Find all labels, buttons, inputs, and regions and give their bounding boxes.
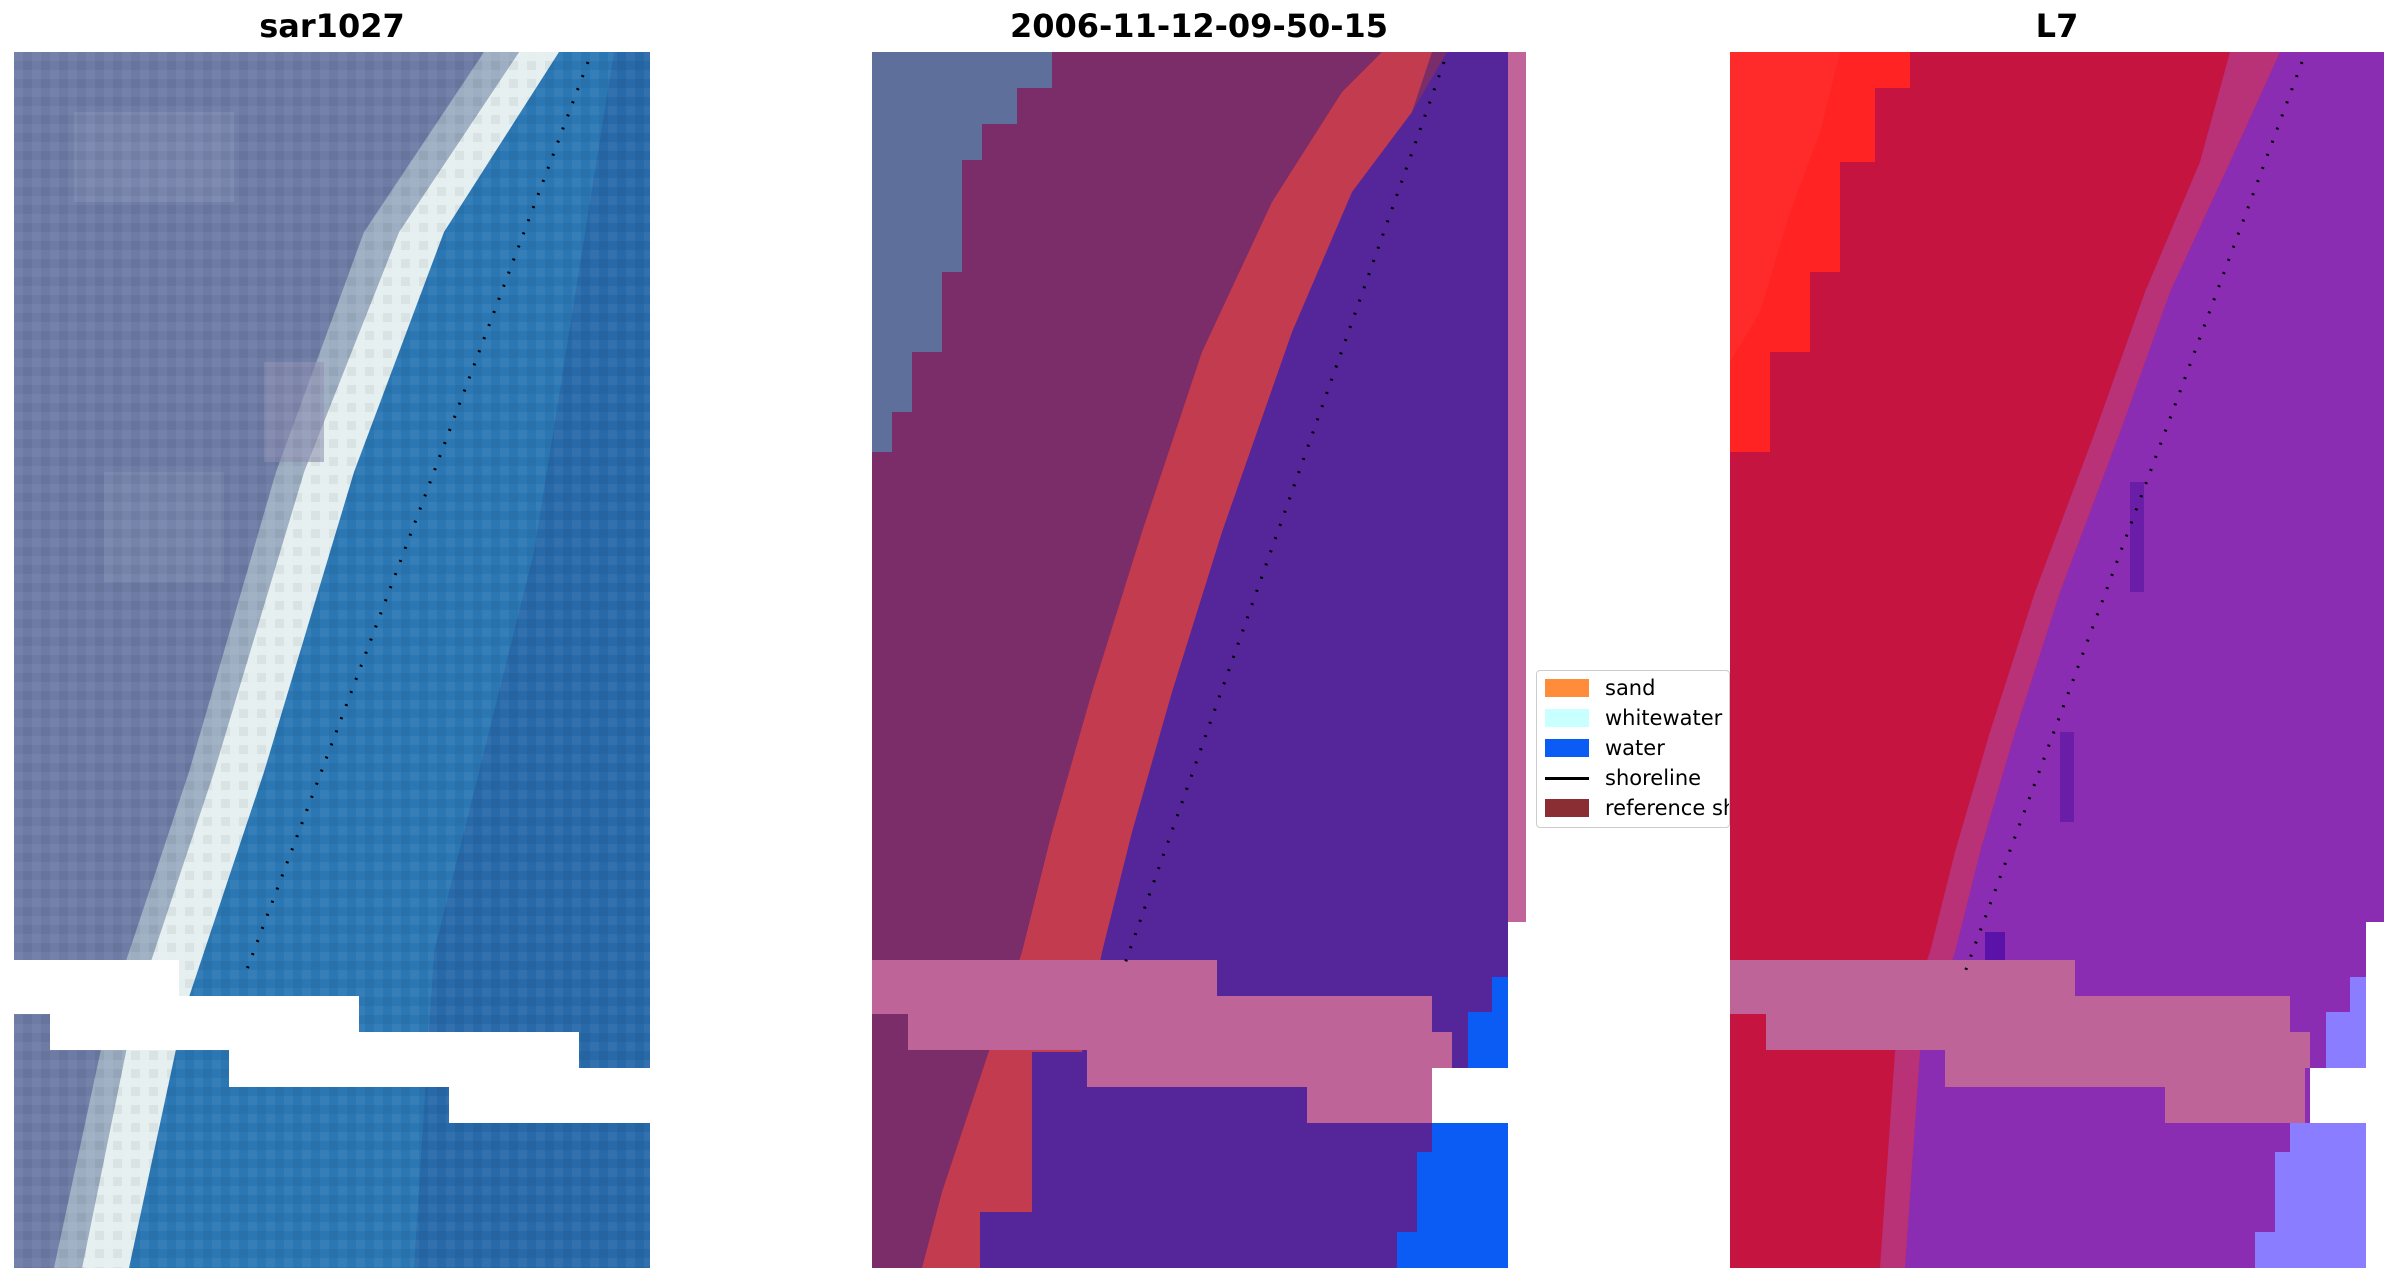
- panel-title-index: L7: [2035, 7, 2079, 45]
- legend-item-reference-shoreline: reference shoreline: [1545, 793, 1729, 823]
- legend: sand whitewater water shoreline referenc…: [1536, 670, 1730, 828]
- legend-label: shoreline: [1605, 766, 1702, 790]
- legend-label: reference shoreline: [1605, 796, 1729, 820]
- classification-image: [872, 52, 1526, 1268]
- rgb-image: [14, 52, 650, 1268]
- legend-item-water: water: [1545, 733, 1665, 763]
- sand-swatch: [1545, 679, 1589, 697]
- legend-label: whitewater: [1605, 706, 1723, 730]
- classification-panel: [872, 52, 1526, 1268]
- index-panel: [1730, 52, 2384, 1268]
- legend-item-whitewater: whitewater: [1545, 703, 1722, 733]
- legend-item-sand: sand: [1545, 673, 1655, 703]
- index-image: [1730, 52, 2384, 1268]
- legend-item-shoreline: shoreline: [1545, 763, 1701, 793]
- rgb-image-panel: [14, 52, 650, 1268]
- whitewater-swatch: [1545, 709, 1589, 727]
- legend-label: water: [1605, 736, 1665, 760]
- legend-label: sand: [1605, 676, 1656, 700]
- panel-title-classified: 2006-11-12-09-50-15: [1009, 7, 1389, 45]
- panel-title-rgb: sar1027: [259, 7, 405, 45]
- water-swatch: [1545, 739, 1589, 757]
- shoreline-line-icon: [1545, 776, 1589, 780]
- reference-shoreline-swatch: [1545, 799, 1589, 817]
